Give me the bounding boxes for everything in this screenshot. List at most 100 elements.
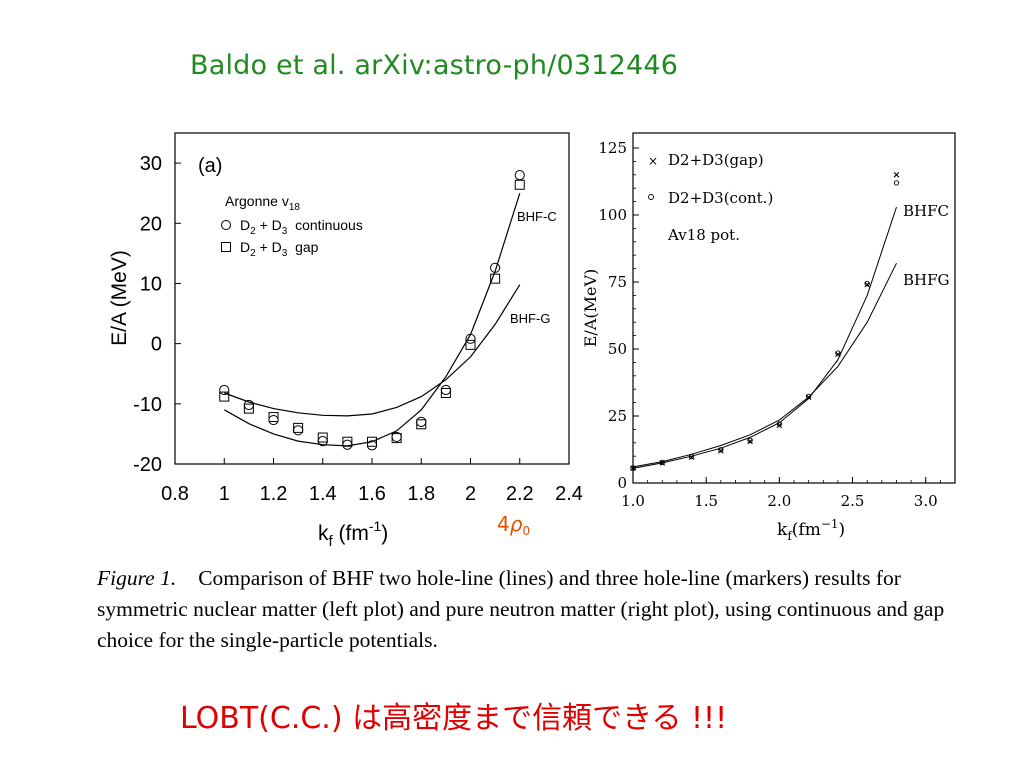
left-point-continuous bbox=[514, 170, 525, 181]
right-ticks: 1.0 1.5 2.0 2.5 3.0 0 25 50 75 100 125 bbox=[598, 139, 956, 510]
left-point-continuous bbox=[490, 262, 501, 273]
left-x-axis-label: kf (fm-1) bbox=[318, 518, 388, 550]
left-x-tick-label: 1.4 bbox=[309, 483, 337, 505]
left-legend-gap: D2 + D3 gap bbox=[240, 239, 319, 259]
left-x-tick-label: 1.2 bbox=[260, 483, 288, 505]
right-legend-gap: D2+D3(gap) bbox=[668, 151, 764, 169]
left-point-gap bbox=[219, 391, 230, 402]
figure-caption: Figure 1. Comparison of BHF two hole-line… bbox=[97, 563, 967, 656]
right-x-tick-label: 2.5 bbox=[841, 492, 865, 510]
left-point-continuous bbox=[440, 384, 451, 396]
left-x-tick-label: 2.4 bbox=[555, 483, 583, 505]
right-x-tick-label: 1.0 bbox=[621, 492, 645, 510]
right-x-tick-label: 2.0 bbox=[767, 492, 791, 510]
left-point-gap bbox=[317, 432, 328, 443]
left-x-tick-label: 1.8 bbox=[407, 483, 435, 505]
left-point-gap bbox=[514, 179, 525, 190]
left-x-tick-label: 0.8 bbox=[161, 483, 189, 505]
left-curve-label-bhf-c: BHF-C bbox=[517, 209, 557, 224]
left-point-continuous bbox=[416, 416, 427, 427]
right-chart: 1.0 1.5 2.0 2.5 3.0 0 25 50 75 100 125 × D2+D3(gap… bbox=[581, 132, 956, 543]
right-y-axis-label: E/A(MeV) bbox=[581, 269, 600, 348]
left-x-tick-label: 2 bbox=[465, 483, 476, 505]
left-series bbox=[219, 170, 525, 451]
left-point-gap bbox=[268, 412, 279, 423]
left-point-continuous bbox=[342, 439, 353, 450]
left-point-gap bbox=[440, 387, 451, 398]
left-y-tick-label: -20 bbox=[133, 454, 162, 476]
figure-label: Figure 1. bbox=[97, 566, 177, 590]
right-line-bhfg bbox=[632, 262, 897, 468]
conclusion-text: LOBT(C.C.) は高密度まで信頼できる !!! bbox=[180, 701, 728, 736]
left-point-continuous bbox=[465, 333, 476, 344]
left-ticks: 0.8 1 1.2 1.4 1.6 1.8 2 2.2 2.4 -20 -10 0 10 20 30 bbox=[133, 153, 583, 505]
right-x-tick-label: 1.5 bbox=[694, 492, 718, 510]
left-legend-title: Argonne v18 bbox=[225, 193, 300, 213]
right-curve-label-bhfc: BHFC bbox=[903, 202, 949, 220]
right-point-cont bbox=[630, 465, 636, 471]
right-point-gap bbox=[864, 281, 870, 288]
right-x-tick-label: 3.0 bbox=[914, 492, 938, 510]
left-point-gap bbox=[243, 403, 254, 414]
right-point-gap bbox=[718, 448, 724, 454]
left-x-tick-label: 1.6 bbox=[358, 483, 386, 505]
right-line-bhfc bbox=[632, 206, 897, 469]
right-point-cont bbox=[747, 437, 753, 444]
left-panel-label: (a) bbox=[198, 155, 222, 177]
right-point-cont bbox=[659, 459, 665, 466]
right-point-cont bbox=[776, 421, 783, 427]
left-y-tick-label: 20 bbox=[140, 213, 162, 235]
right-y-tick-label: 75 bbox=[608, 273, 627, 291]
right-plot-frame bbox=[632, 132, 956, 484]
right-point-gap bbox=[835, 351, 841, 358]
right-y-tick-label: 100 bbox=[598, 206, 627, 224]
right-point-cont bbox=[893, 180, 900, 186]
left-line-bhf-g bbox=[224, 284, 521, 417]
left-x-tick-label: 1 bbox=[219, 483, 230, 505]
left-point-continuous bbox=[219, 384, 230, 396]
right-y-tick-label: 125 bbox=[598, 139, 627, 157]
right-y-tick-label: 25 bbox=[608, 407, 627, 425]
right-legend-potential: Av18 pot. bbox=[667, 226, 740, 244]
left-y-tick-label: 30 bbox=[140, 153, 162, 175]
left-chart: 0.8 1 1.2 1.4 1.6 1.8 2 2.2 2.4 -20 -10 0 10 20 30 (a)… bbox=[108, 132, 583, 550]
right-point-cont bbox=[805, 393, 812, 400]
right-series bbox=[630, 172, 900, 472]
right-point-gap bbox=[688, 454, 695, 461]
figure-caption-text: Comparison of BHF two hole-line (lines) … bbox=[97, 566, 945, 652]
left-point-gap bbox=[342, 436, 353, 447]
left-point-gap bbox=[416, 419, 427, 430]
left-point-gap bbox=[490, 273, 501, 284]
right-point-cont bbox=[718, 447, 724, 453]
right-legend-cont: D2+D3(cont.) bbox=[668, 189, 773, 207]
left-point-continuous bbox=[268, 414, 279, 426]
left-legend-continuous: D2 + D3 continuous bbox=[240, 217, 363, 237]
right-x-axis-label: kf(fm−1) bbox=[777, 517, 845, 543]
right-point-gap bbox=[893, 172, 900, 178]
reference-citation: Baldo et al. arXiv:astro-ph/0312446 bbox=[190, 50, 679, 81]
right-point-gap bbox=[747, 438, 753, 445]
left-point-continuous bbox=[293, 425, 304, 436]
left-curve-label-bhf-g: BHF-G bbox=[510, 311, 550, 326]
left-y-tick-label: 0 bbox=[151, 334, 162, 356]
left-legend-circle-marker bbox=[221, 220, 231, 230]
density-annotation: 4ρ0 bbox=[497, 512, 530, 538]
left-y-tick-label: -10 bbox=[133, 394, 162, 416]
right-point-gap bbox=[805, 394, 812, 401]
right-y-tick-label: 50 bbox=[608, 340, 627, 358]
left-point-gap bbox=[391, 433, 402, 444]
right-point-cont bbox=[835, 350, 841, 356]
right-legend-circle-marker bbox=[648, 194, 654, 200]
left-y-tick-label: 10 bbox=[140, 273, 162, 295]
right-point-cont bbox=[864, 280, 870, 287]
left-x-tick-label: 2.2 bbox=[506, 483, 534, 505]
right-point-cont bbox=[688, 453, 695, 460]
left-y-axis-label: E/A (MeV) bbox=[108, 250, 131, 346]
left-point-gap bbox=[367, 436, 377, 447]
right-y-tick-label: 0 bbox=[617, 474, 627, 492]
right-curve-label-bhfg: BHFG bbox=[903, 271, 950, 289]
right-legend-cross-marker: × bbox=[648, 154, 658, 168]
right-point-gap bbox=[776, 422, 783, 429]
left-point-gap bbox=[465, 339, 476, 350]
